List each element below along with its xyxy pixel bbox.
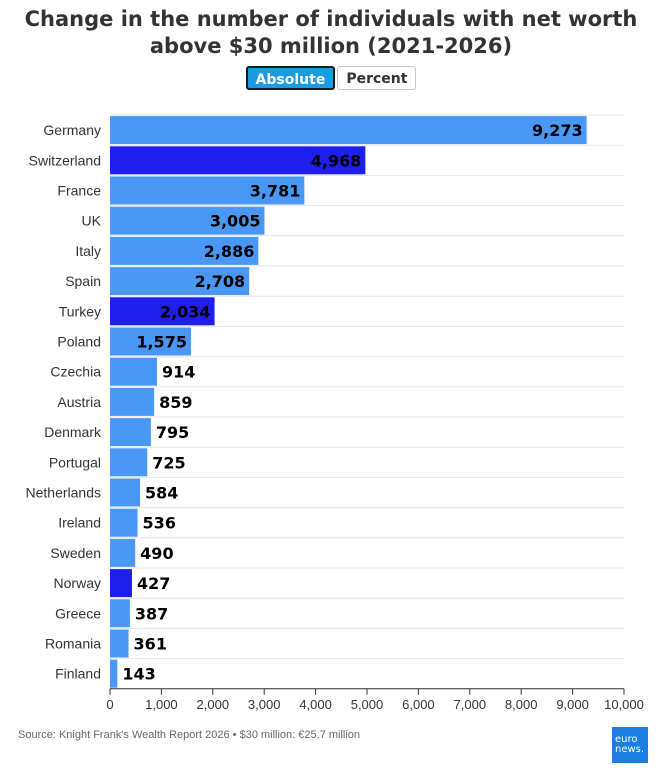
x-tick-label: 5,000 bbox=[351, 697, 384, 712]
category-label: France bbox=[57, 183, 101, 199]
category-label: Portugal bbox=[49, 454, 101, 470]
x-tick-label: 3,000 bbox=[248, 697, 281, 712]
value-label: 2,034 bbox=[160, 302, 211, 321]
category-label: Sweden bbox=[50, 545, 101, 561]
x-tick-label: 10,000 bbox=[604, 697, 644, 712]
mode-toggle: Absolute Percent bbox=[0, 66, 662, 90]
value-label: 2,886 bbox=[204, 242, 255, 261]
bar bbox=[110, 418, 151, 447]
value-label: 490 bbox=[140, 544, 173, 563]
bar bbox=[110, 267, 250, 296]
category-label: UK bbox=[82, 213, 102, 229]
bar bbox=[110, 448, 148, 477]
category-label: Germany bbox=[43, 122, 101, 138]
bar bbox=[110, 236, 259, 265]
x-tick-label: 6,000 bbox=[402, 697, 435, 712]
chart-title-line-1: Change in the number of individuals with… bbox=[24, 7, 638, 31]
x-tick-label: 0 bbox=[106, 697, 113, 712]
value-label: 1,575 bbox=[136, 333, 187, 352]
logo-line-1: euro bbox=[615, 734, 638, 745]
value-label: 584 bbox=[145, 484, 178, 503]
bar bbox=[110, 297, 215, 326]
category-label: Switzerland bbox=[29, 152, 101, 168]
category-label: Ireland bbox=[58, 515, 101, 531]
category-label: Norway bbox=[54, 575, 101, 591]
bar bbox=[110, 569, 132, 598]
bar bbox=[110, 116, 587, 145]
x-tick-label: 7,000 bbox=[454, 697, 487, 712]
value-label: 859 bbox=[159, 393, 192, 412]
value-label: 143 bbox=[122, 665, 155, 684]
value-label: 795 bbox=[156, 423, 189, 442]
category-label: Denmark bbox=[44, 424, 102, 440]
x-tick-label: 8,000 bbox=[505, 697, 538, 712]
value-label: 387 bbox=[135, 604, 168, 623]
x-tick-label: 4,000 bbox=[299, 697, 332, 712]
source-note: Source: Knight Frank's Wealth Report 202… bbox=[18, 729, 361, 741]
category-label: Czechia bbox=[50, 364, 101, 380]
x-tick-label: 2,000 bbox=[197, 697, 230, 712]
value-label: 2,708 bbox=[195, 272, 246, 291]
bar bbox=[110, 176, 305, 205]
category-label: Poland bbox=[57, 334, 101, 350]
bar bbox=[110, 659, 118, 688]
value-label: 536 bbox=[143, 514, 176, 533]
x-tick-label: 1,000 bbox=[145, 697, 178, 712]
absolute-button[interactable]: Absolute bbox=[245, 66, 336, 90]
category-label: Finland bbox=[55, 666, 101, 682]
value-label: 725 bbox=[152, 453, 185, 472]
bar bbox=[110, 327, 191, 356]
bar bbox=[110, 478, 141, 507]
chart-title-line-2: above $30 million (2021-2026) bbox=[149, 34, 513, 58]
percent-button[interactable]: Percent bbox=[337, 66, 417, 90]
category-label: Italy bbox=[75, 243, 101, 259]
euronews-logo: euro news. bbox=[612, 727, 648, 763]
category-label: Greece bbox=[55, 605, 101, 621]
bar bbox=[110, 206, 265, 235]
category-label: Romania bbox=[45, 636, 101, 652]
bar bbox=[110, 599, 130, 628]
category-label: Turkey bbox=[59, 303, 101, 319]
bar bbox=[110, 387, 155, 416]
category-label: Netherlands bbox=[26, 485, 102, 501]
bar bbox=[110, 357, 157, 386]
value-label: 914 bbox=[162, 363, 195, 382]
value-label: 3,005 bbox=[210, 212, 261, 231]
value-label: 9,273 bbox=[532, 121, 583, 140]
value-label: 427 bbox=[137, 574, 170, 593]
value-label: 361 bbox=[134, 635, 167, 654]
logo-line-2: news. bbox=[615, 744, 645, 755]
value-label: 4,968 bbox=[311, 151, 362, 170]
bar bbox=[110, 538, 136, 567]
bar bbox=[110, 629, 129, 658]
bar bbox=[110, 146, 366, 175]
category-label: Austria bbox=[57, 394, 101, 410]
x-tick-label: 9,000 bbox=[556, 697, 589, 712]
bar bbox=[110, 508, 138, 537]
category-label: Spain bbox=[65, 273, 101, 289]
chart-title: Change in the number of individuals with… bbox=[0, 6, 662, 60]
value-label: 3,781 bbox=[250, 182, 301, 201]
